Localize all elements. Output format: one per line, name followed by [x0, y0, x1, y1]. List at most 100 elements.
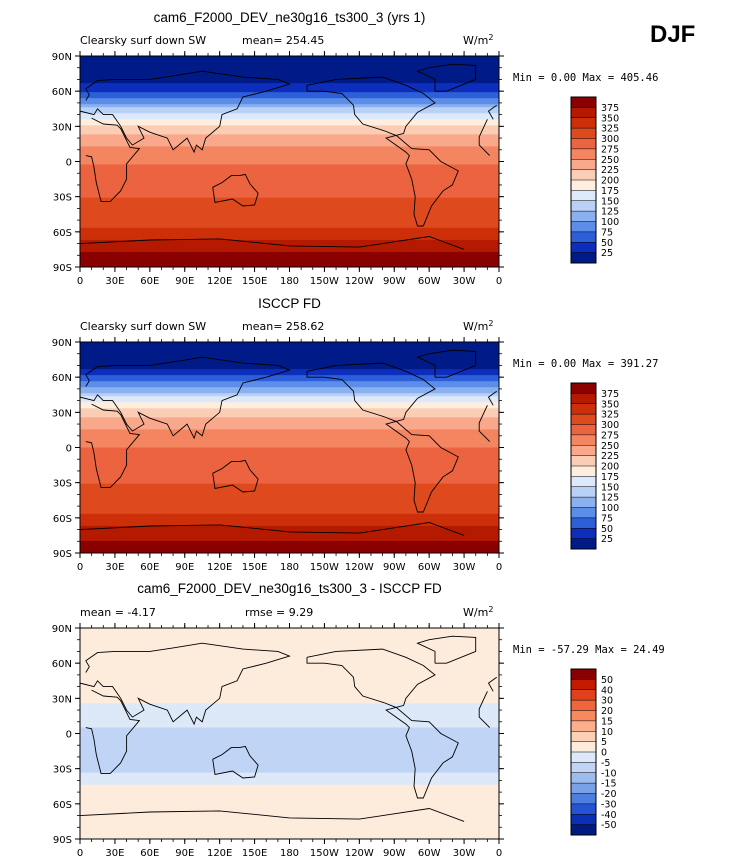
field-band — [80, 83, 499, 87]
stats-label: rmse = 9.29 — [245, 606, 313, 619]
x-tick-label: 90E — [175, 276, 194, 287]
colorbar-swatch — [571, 528, 596, 540]
colorbar-level-label: -20 — [601, 789, 617, 800]
colorbar-level-label: 75 — [601, 513, 613, 524]
field-band — [80, 826, 499, 831]
field-band — [80, 745, 499, 750]
field-band — [80, 248, 499, 253]
field-band — [80, 501, 499, 506]
colorbar-level-label: 300 — [601, 134, 619, 145]
y-tick-label: 30N — [52, 408, 72, 419]
colorbar-swatch — [571, 393, 596, 405]
field-band — [80, 146, 499, 151]
field-band — [80, 215, 499, 220]
colorbar-swatch — [571, 180, 596, 191]
colorbar-level-label: 250 — [601, 441, 619, 452]
field-band — [80, 808, 499, 813]
field-fill — [80, 628, 499, 839]
field-band — [80, 516, 499, 521]
x-tick-label: 0 — [496, 562, 502, 573]
field-band — [80, 74, 499, 78]
field-band — [80, 423, 499, 427]
x-tick-label: 90W — [383, 848, 406, 859]
field-band — [80, 56, 499, 60]
field-band — [80, 161, 499, 166]
field-band — [80, 194, 499, 199]
field-band — [80, 775, 499, 780]
colorbar-swatch — [571, 752, 596, 763]
x-tick-label: 30E — [105, 848, 124, 859]
units-exponent: 2 — [488, 33, 493, 42]
colorbar-level-label: 75 — [601, 227, 613, 238]
field-band — [80, 435, 499, 440]
colorbar-level-label: -10 — [601, 768, 617, 779]
colorbar-level-label: 15 — [601, 716, 613, 727]
field-band — [80, 519, 499, 524]
field-band — [80, 68, 499, 72]
x-tick-label: 120W — [345, 276, 374, 287]
field-band — [80, 233, 499, 238]
y-tick-label: 0 — [66, 158, 72, 169]
field-band — [80, 185, 499, 190]
field-band — [80, 817, 499, 822]
min-max-label: Min = -57.29 Max = 24.49 — [513, 644, 665, 656]
colorbar-level-label: 375 — [601, 389, 619, 400]
field-band — [80, 742, 499, 747]
field-band — [80, 152, 499, 157]
field-band — [80, 652, 499, 656]
field-band — [80, 751, 499, 756]
colorbar-level-label: -40 — [601, 810, 617, 821]
field-band — [80, 802, 499, 807]
field-band — [80, 390, 499, 394]
field-band — [80, 525, 499, 530]
y-tick-label: 60S — [53, 228, 72, 239]
x-tick-label: 120E — [207, 562, 232, 573]
field-band — [80, 459, 499, 464]
field-band — [80, 399, 499, 403]
y-tick-label: 90N — [52, 52, 72, 63]
field-band — [80, 131, 499, 135]
field-band — [80, 372, 499, 376]
field-band — [80, 820, 499, 825]
colorbar-level-label: 30 — [601, 696, 613, 707]
field-band — [80, 769, 499, 774]
colorbar-level-label: 100 — [601, 217, 619, 228]
colorbar-swatch — [571, 159, 596, 171]
colorbar-swatch — [571, 211, 596, 222]
field-band — [80, 80, 499, 84]
colorbar-swatch — [571, 128, 596, 139]
field-band — [80, 649, 499, 653]
field-band — [80, 116, 499, 120]
field-band — [80, 637, 499, 641]
coastline — [80, 356, 497, 488]
field-band — [80, 107, 499, 111]
coastline — [306, 76, 459, 227]
x-tick-label: 150E — [242, 562, 267, 573]
colorbar-level-label: 175 — [601, 186, 619, 197]
field-band — [80, 736, 499, 741]
field-band — [80, 149, 499, 154]
field-label: Clearsky surf down SW — [80, 34, 206, 47]
field-band — [80, 796, 499, 801]
units-label: W/m2 — [463, 33, 493, 47]
field-band — [80, 62, 499, 66]
x-tick-label: 30W — [453, 276, 476, 287]
stats-label: mean= 258.62 — [242, 320, 324, 333]
field-band — [80, 703, 499, 707]
colorbar-level-label: 300 — [601, 420, 619, 431]
min-max-label: Min = 0.00 Max = 405.46 — [513, 72, 658, 84]
colorbar-swatch — [571, 803, 596, 815]
field-band — [80, 507, 499, 512]
field-band — [80, 498, 499, 503]
colorbar-level-label: 375 — [601, 103, 619, 114]
x-tick-label: 60W — [418, 562, 441, 573]
field-band — [80, 465, 499, 470]
colorbar-swatch — [571, 231, 596, 243]
field-band — [80, 444, 499, 449]
colorbar-level-label: 50 — [601, 524, 613, 535]
field-band — [80, 182, 499, 187]
x-tick-label: 0 — [496, 848, 502, 859]
field-band — [80, 366, 499, 370]
field-band — [80, 140, 499, 145]
field-band — [80, 462, 499, 467]
